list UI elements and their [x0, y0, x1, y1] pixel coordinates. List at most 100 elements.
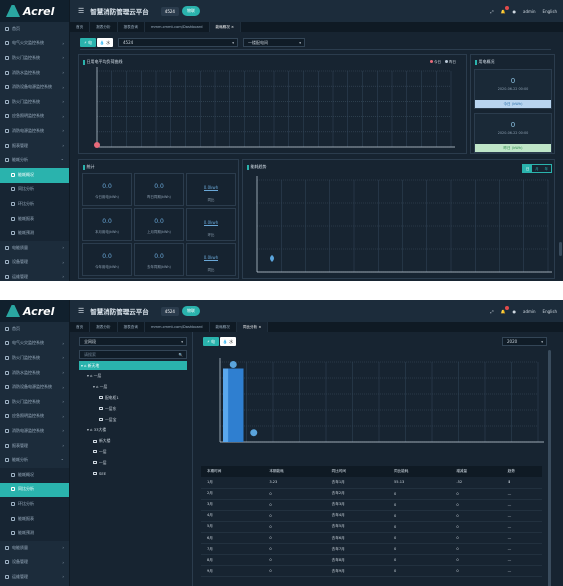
load-curve-title: 日用电平均负荷曲线	[86, 59, 123, 64]
language-switch[interactable]: English	[542, 8, 557, 14]
sidebar-item[interactable]: 报表管理 ›	[0, 139, 69, 154]
electricity-button[interactable]: ⚡ 电	[80, 38, 96, 47]
menu-toggle-icon[interactable]: ☰	[78, 7, 85, 15]
sidebar-item[interactable]: 消防水监控系统 ›	[0, 366, 69, 381]
year-select[interactable]: 2020 ▾	[502, 337, 547, 346]
sidebar-item[interactable]: 电气火灾监控系统 ›	[0, 37, 69, 52]
sidebar-item[interactable]: 应急照明监控系统 ›	[0, 410, 69, 425]
sidebar-item[interactable]: 首页	[0, 322, 69, 337]
sidebar-item[interactable]: 首页	[0, 22, 69, 37]
marker-pin[interactable]	[270, 255, 274, 262]
water-button[interactable]: 💧 水	[220, 337, 236, 346]
bell-icon[interactable]: 🔔	[501, 5, 509, 14]
today-value: 0	[510, 77, 516, 85]
project-select[interactable]: 4524 ▾	[118, 38, 238, 47]
sidebar-item[interactable]: 运维管理 ›	[0, 570, 69, 585]
tab[interactable]: 同比分析 ×	[236, 322, 269, 332]
sidebar-item[interactable]: 同比分析	[0, 482, 69, 498]
sidebar-item[interactable]: 应急照明监控系统 ›	[0, 110, 69, 125]
username[interactable]: admin	[523, 8, 536, 14]
trend-panel: 能耗趋势 日月 年	[242, 159, 555, 279]
water-button[interactable]: 💧 水	[97, 38, 113, 47]
sidebar-item[interactable]: 防火门监控系统 ›	[0, 51, 69, 66]
sidebar-item[interactable]: 电能质量 ›	[0, 241, 69, 256]
sidebar-item[interactable]: 防火门监控系统 ›	[0, 351, 69, 366]
sidebar-item[interactable]: 防火门监控系统 ›	[0, 95, 69, 110]
tree-node[interactable]: ▾ ⌂ 新天地	[79, 361, 187, 370]
tab[interactable]: 报表分析	[90, 22, 118, 32]
sidebar-item[interactable]: 运维管理 ›	[0, 270, 69, 281]
sidebar-item[interactable]: 设备管理 ›	[0, 256, 69, 271]
project-number[interactable]: 4524	[160, 6, 179, 16]
table-cell: —	[501, 488, 542, 500]
sidebar-item[interactable]: 能耗概况	[0, 167, 69, 183]
username[interactable]: admin	[523, 308, 536, 314]
sidebar-item[interactable]: 消防电源监控系统 ›	[0, 424, 69, 439]
tree-search-input[interactable]: 请搜索 🔍	[79, 350, 187, 359]
sidebar-item[interactable]: 环比分析	[0, 197, 69, 212]
sidebar-item[interactable]: 能耗分析 ⌃	[0, 453, 69, 468]
tab[interactable]: 报表查询	[118, 22, 145, 32]
sidebar-item[interactable]: 能耗预测	[0, 526, 69, 541]
iot-pill[interactable]: 物联	[181, 6, 200, 16]
tab[interactable]: mmm.cmmt.com/Dashboard	[145, 22, 210, 32]
sidebar-item[interactable]: 消防电源监控系统 ›	[0, 124, 69, 139]
tree-node[interactable]: 一层	[79, 447, 187, 456]
user-icon[interactable]: ●	[512, 8, 517, 14]
scrollbar[interactable]	[559, 242, 562, 256]
bell-icon[interactable]: 🔔	[501, 305, 509, 314]
sidebar-item[interactable]: 消防水监控系统 ›	[0, 66, 69, 81]
sidebar-item[interactable]: 防火门监控系统 ›	[0, 395, 69, 410]
yesterday-card: 0 2020-06-22 00:00 昨日 (kWh)	[474, 113, 552, 153]
tab[interactable]: 报表分析	[90, 322, 118, 332]
table-cell: —	[501, 510, 542, 522]
project-number[interactable]: 4524	[160, 306, 179, 316]
tree-node[interactable]: 配电柜1	[79, 393, 187, 402]
sidebar-item[interactable]: 电能质量 ›	[0, 541, 69, 556]
sidebar-item[interactable]: 能耗分析 ⌃	[0, 153, 69, 168]
electricity-button[interactable]: ⚡ 电	[203, 337, 219, 346]
tab[interactable]: 首页	[70, 22, 91, 32]
tab[interactable]: 能耗概况	[210, 322, 237, 332]
period-option[interactable]: 日	[522, 165, 533, 172]
period-option[interactable]: 年	[544, 167, 548, 171]
tree-node[interactable]: 一层	[79, 458, 187, 467]
chevron-icon: ›	[62, 99, 64, 105]
sidebar-item[interactable]: 报表管理 ›	[0, 439, 69, 454]
sidebar-item[interactable]: 同比分析	[0, 182, 69, 198]
room-select[interactable]: 一楼配电间 ▾	[243, 38, 305, 47]
tab[interactable]: mmm.cmmt.com/Dashboard	[145, 322, 210, 332]
sidebar-item[interactable]: 设备管理 ›	[0, 556, 69, 571]
tree-node[interactable]: 一层宝	[79, 415, 187, 424]
language-switch[interactable]: English	[542, 308, 557, 314]
network-select[interactable]: 全网段 ▾	[79, 337, 187, 346]
stat-card: 0.0 今年用电(kWh)	[82, 243, 132, 276]
tree-node[interactable]: ▾ ⌂ 一层	[93, 384, 108, 390]
sidebar-item[interactable]: 电气火灾监控系统 ›	[0, 337, 69, 352]
marker-pin[interactable]	[250, 429, 258, 437]
tab[interactable]: 首页	[70, 322, 91, 332]
sidebar-item[interactable]: 环比分析	[0, 497, 69, 512]
tree-node[interactable]: 新大楼	[79, 437, 187, 446]
sidebar-item[interactable]: 能耗概况	[0, 467, 69, 483]
sidebar-item[interactable]: 消防设备电源监控系统 ›	[0, 80, 69, 95]
fullscreen-icon[interactable]: ⤢	[490, 8, 494, 14]
sidebar-item[interactable]: 能耗报表	[0, 511, 69, 527]
tree-node[interactable]: SEE	[79, 469, 187, 478]
fullscreen-icon[interactable]: ⤢	[490, 308, 494, 314]
tab[interactable]: 能耗概况 ×	[209, 22, 242, 32]
tree-node[interactable]: ▾ ⌂ 33大楼	[87, 427, 107, 433]
menu-toggle-icon[interactable]: ☰	[78, 307, 85, 315]
sidebar-item[interactable]: 能耗报表	[0, 211, 69, 227]
marker-pin[interactable]	[229, 360, 237, 368]
iot-pill[interactable]: 物联	[181, 306, 200, 316]
data-point[interactable]	[94, 142, 100, 148]
tree-node[interactable]: 一层东	[79, 404, 187, 413]
user-icon[interactable]: ●	[512, 308, 517, 314]
tree-node[interactable]: ▾ ⌂ 一层	[87, 373, 102, 379]
period-option[interactable]: 月	[535, 167, 539, 171]
sidebar-item[interactable]: 消防设备电源监控系统 ›	[0, 380, 69, 395]
scrollbar[interactable]	[548, 350, 551, 586]
tab[interactable]: 报表查询	[118, 322, 145, 332]
sidebar-item[interactable]: 能耗预测	[0, 226, 69, 241]
